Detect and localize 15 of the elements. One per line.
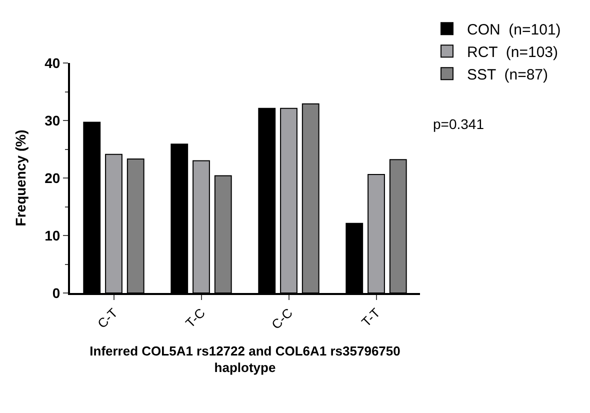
y-tick-label: 0	[52, 284, 60, 301]
y-tick-label: 30	[44, 112, 60, 128]
x-tick-label: C-C	[268, 305, 296, 332]
text: p=0.341	[433, 116, 484, 132]
x-tick-label: C-T	[94, 305, 120, 332]
x-tick-label: T-T	[358, 305, 384, 330]
legend-label: RCT (n=103)	[467, 44, 558, 61]
x-axis-title: Inferred COL5A1 rs12722 and COL6A1 rs35796750 haplotype	[90, 343, 400, 376]
x-tick-label: T-C	[182, 305, 208, 331]
y-tick-label: 20	[44, 170, 60, 186]
y-tick-label: 40	[44, 54, 60, 71]
y-axis-title: Frequency (%)	[12, 130, 29, 226]
legend-label: CON (n=101)	[467, 22, 561, 38]
legend-label: SST (n=87)	[467, 66, 548, 84]
y-tick-label: 10	[44, 227, 60, 244]
